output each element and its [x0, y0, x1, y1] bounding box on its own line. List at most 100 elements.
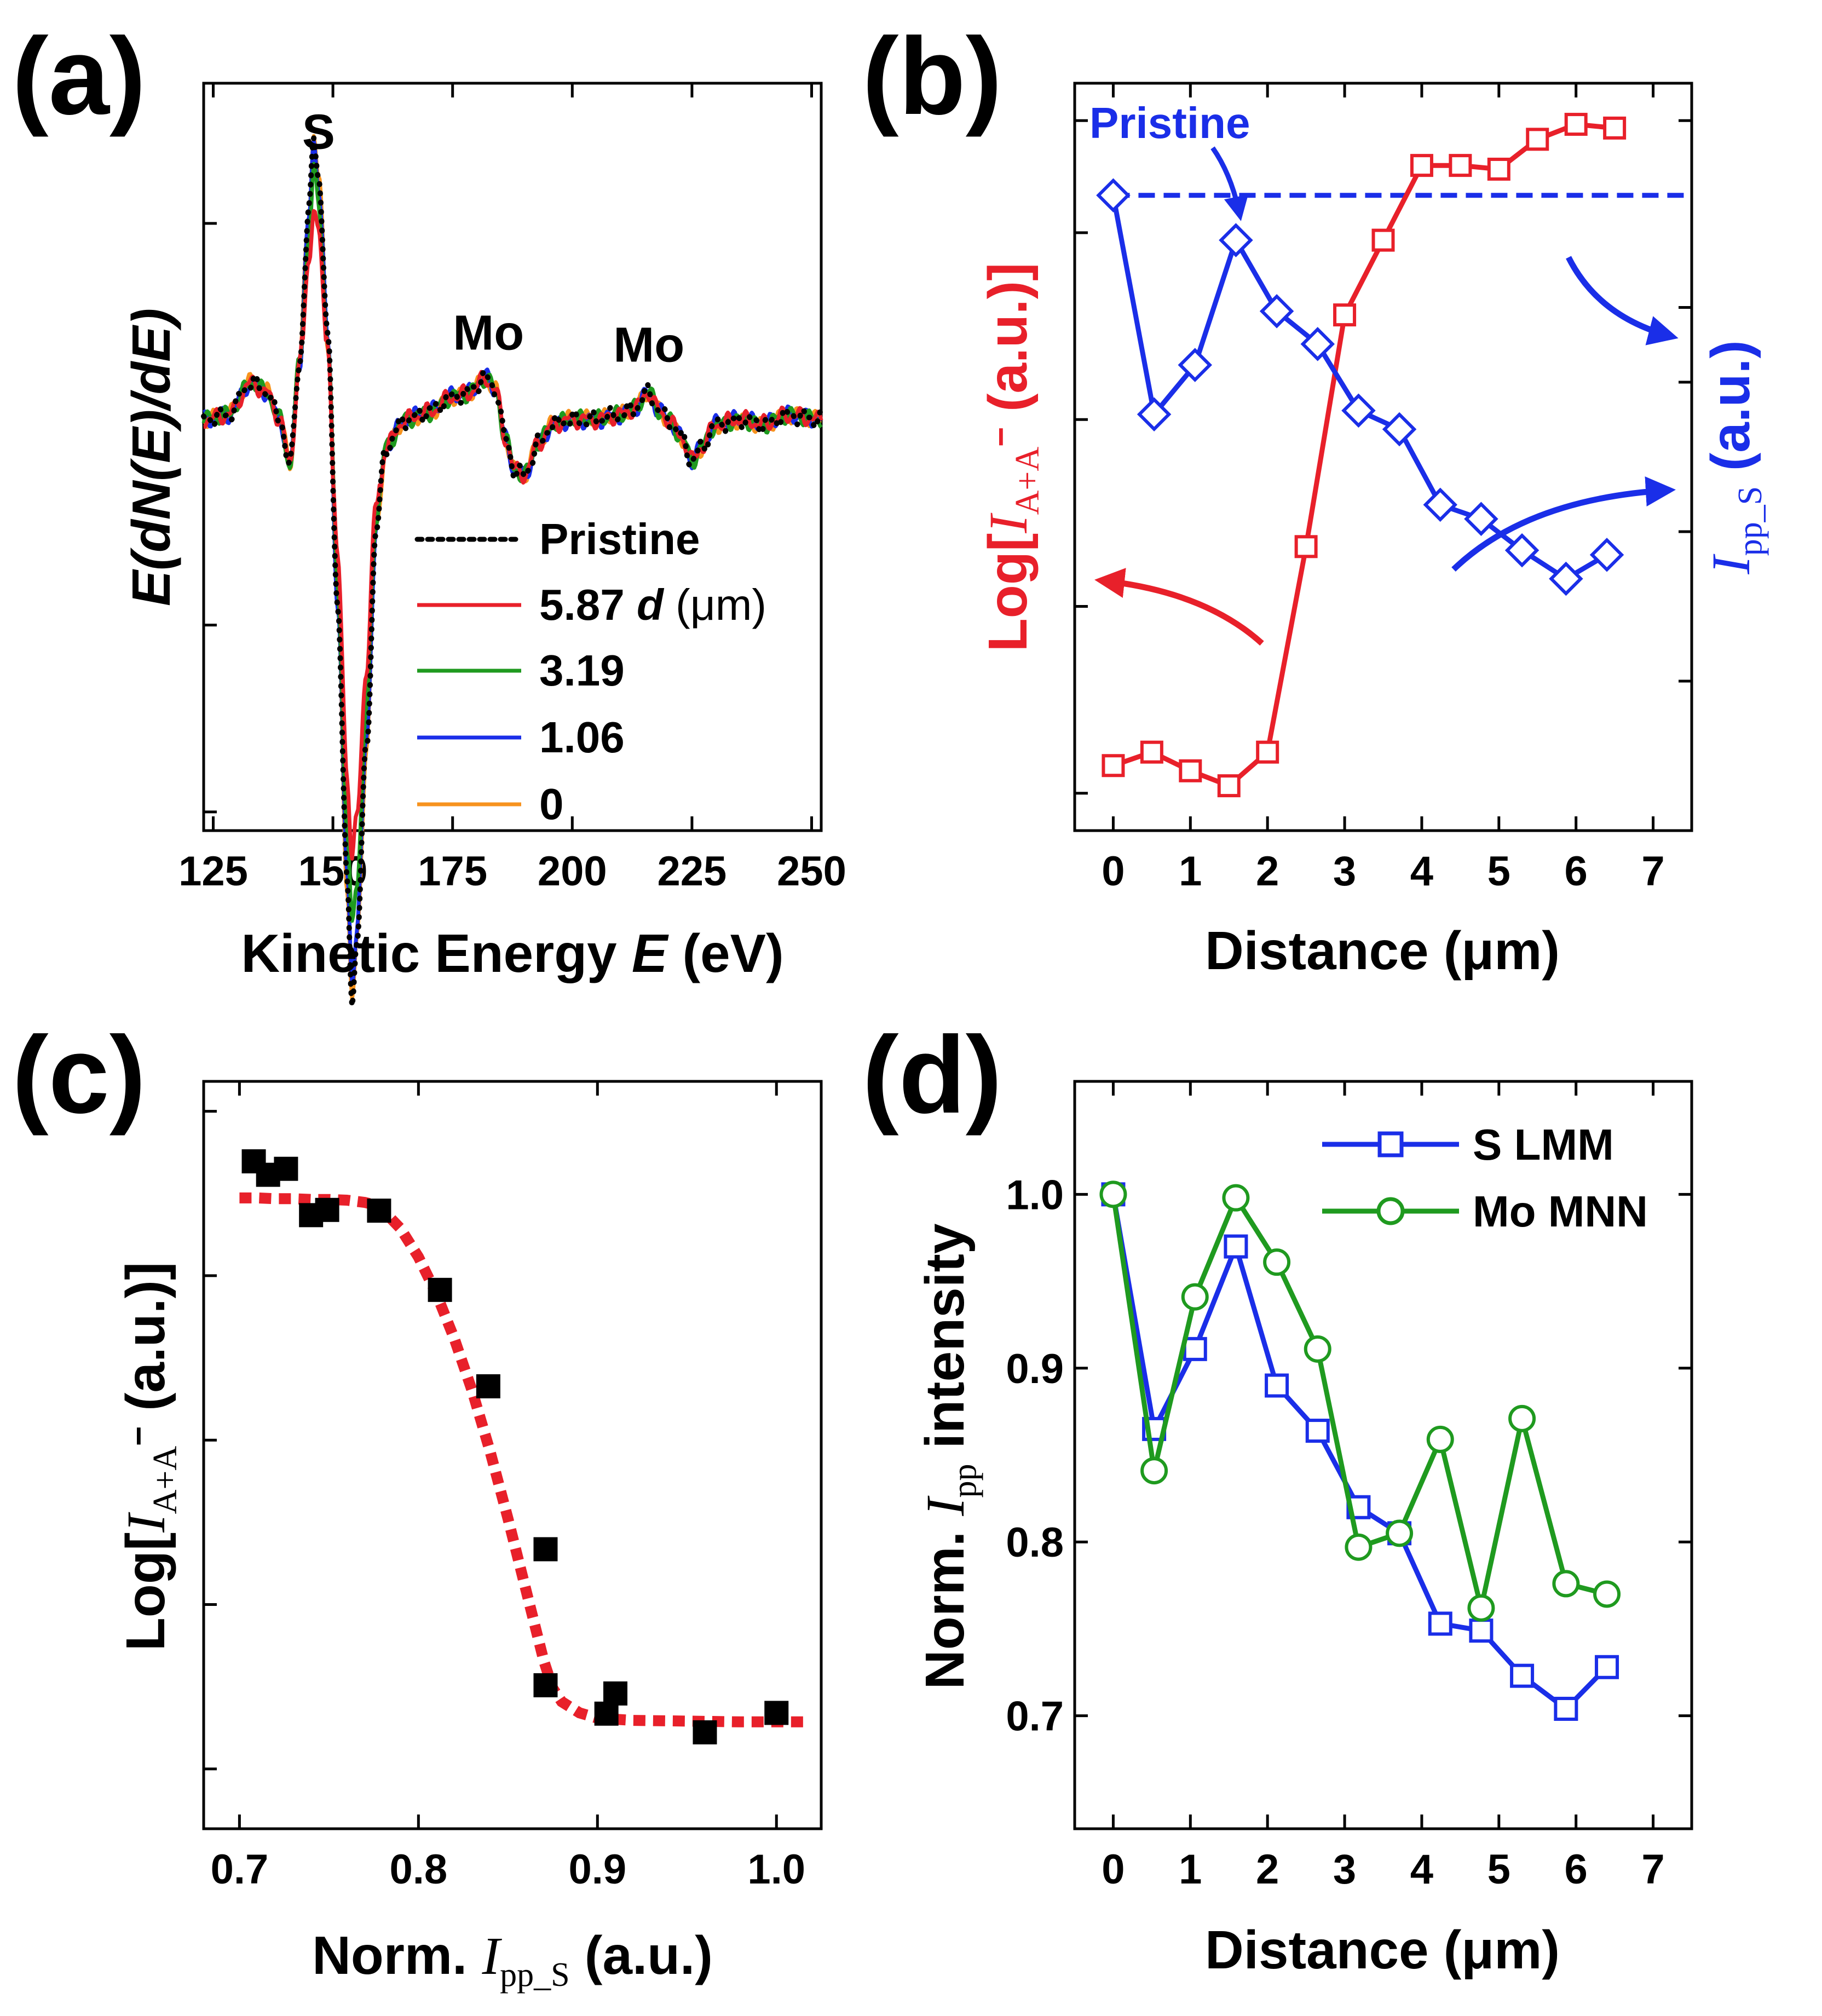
legend-label-pristine: Pristine — [539, 515, 700, 563]
data-point-s-lmm — [1554, 1696, 1578, 1721]
data-point-mo-mnn — [1263, 1248, 1291, 1276]
series-0 — [201, 134, 822, 1001]
data-point-ipp-s — [1423, 487, 1457, 522]
panel-b-xtick-label: 7 — [1641, 848, 1664, 895]
panel-b-ylabel-left: Log[IA+A− (a.u.)] — [977, 263, 1046, 652]
panel-c-correlation: 0.7 0.8 0.9 1.0 Log[IA+A− (a.u.)] Norm. Ipp… — [115, 1080, 823, 1994]
data-point-ipp-s — [1219, 223, 1253, 257]
data-point-log-ia — [1256, 740, 1279, 764]
panel-d-xlabel: Distance (μm) — [1205, 1920, 1560, 1980]
panel-b-xlabel: Distance (μm) — [1205, 920, 1560, 981]
data-point-s-lmm — [1428, 1611, 1452, 1636]
pristine-label: Pristine — [1089, 99, 1250, 147]
data-point — [315, 1197, 339, 1222]
data-point — [603, 1681, 627, 1706]
data-point-s-lmm — [1224, 1234, 1248, 1259]
panel-a-xtick-label: 250 — [777, 848, 846, 895]
panel-c-xtick-label: 0.9 — [568, 1846, 626, 1893]
data-point-ipp-s — [1096, 178, 1131, 212]
data-point-log-ia — [1410, 154, 1433, 177]
legend-label-106: 1.06 — [539, 713, 625, 762]
legend-label-587: 5.87 d (μm) — [539, 580, 766, 629]
panel-d-ticks: 0 1 2 3 4 5 6 7 0.7 0.8 0.9 1.0 — [1006, 1081, 1692, 1893]
panel-c-xtick-label: 0.8 — [390, 1846, 448, 1893]
data-point — [764, 1701, 789, 1725]
panel-d-xtick-label: 1 — [1179, 1846, 1202, 1893]
legend-marker-mo-mnn — [1376, 1197, 1405, 1225]
panel-a-xlabel: Kinetic Energy E (eV) — [241, 923, 783, 983]
data-point-log-ia — [1294, 535, 1318, 558]
data-point-log-ia — [1526, 128, 1549, 151]
panel-c-ylabel: Log[IA+A− (a.u.)] — [115, 1262, 184, 1651]
data-point-mo-mnn — [1140, 1457, 1168, 1485]
data-point-ipp-s — [1178, 348, 1213, 382]
series-pristine — [201, 135, 824, 1009]
peak-label: Mo — [453, 306, 524, 360]
legend-marker-s-lmm — [1377, 1131, 1404, 1157]
panel-c-xlabel: Norm. Ipp_S (a.u.) — [312, 1925, 713, 1994]
panel-d-xtick-label: 7 — [1641, 1846, 1664, 1893]
data-point-s-lmm — [1510, 1663, 1535, 1688]
panel-c-fit-curve — [239, 1192, 804, 1727]
data-point-mo-mnn — [1304, 1335, 1331, 1363]
data-point-ipp-s — [1341, 393, 1376, 428]
panel-a-xtick-label: 225 — [658, 848, 727, 895]
panel-d-ylabel: Norm. Ipp intensity — [914, 1223, 983, 1689]
data-point-s-lmm — [1595, 1655, 1619, 1679]
panel-d-frame — [1073, 1080, 1693, 1830]
axis-arrow-red-left — [1094, 568, 1264, 646]
panel-label-b: (b) — [862, 15, 1002, 137]
panel-label-d: (d) — [862, 1014, 1002, 1136]
data-point-mo-mnn — [1386, 1519, 1414, 1547]
panel-d-normalized: 0 1 2 3 4 5 6 7 0.7 0.8 0.9 1.0 S LMM Mo MNN Norm. … — [914, 1080, 1693, 1980]
data-point-mo-mnn — [1099, 1180, 1127, 1208]
data-point-s-lmm — [1183, 1337, 1207, 1361]
panel-c-frame — [202, 1080, 823, 1830]
data-point-s-lmm — [1265, 1373, 1289, 1398]
panel-a-legend: Pristine 5.87 d (μm) 3.19 1.06 0 — [414, 515, 766, 828]
data-point — [533, 1537, 558, 1562]
panel-a-spectra: 125 150 175 200 225 250 SMo Mo Pristine 5.87 d… — [121, 82, 846, 1009]
panel-c-ticks: 0.7 0.8 0.9 1.0 — [204, 1081, 805, 1893]
data-point-log-ia — [1487, 157, 1510, 181]
panel-b-profile: 0 1 2 3 4 5 6 7 Pristine Log[IA+A− (a.u.)] Ipp_… — [977, 82, 1769, 981]
legend-label-mo-mnn: Mo MNN — [1473, 1187, 1648, 1236]
data-point-log-ia — [1140, 740, 1163, 764]
data-point — [693, 1720, 717, 1744]
data-point-log-ia — [1102, 754, 1125, 777]
panel-d-ytick-label: 0.8 — [1006, 1519, 1064, 1566]
data-point-s-lmm — [1469, 1618, 1494, 1643]
panel-b-xtick-label: 3 — [1333, 848, 1356, 895]
data-point — [428, 1277, 452, 1302]
panel-d-ytick-label: 0.9 — [1006, 1346, 1064, 1392]
data-point-log-ia — [1217, 774, 1241, 798]
panel-b-series — [1096, 113, 1627, 798]
data-point-log-ia — [1603, 116, 1627, 140]
fit-curve — [239, 1192, 804, 1727]
panel-d-xtick-label: 4 — [1410, 1846, 1433, 1893]
data-point-log-ia — [1333, 303, 1357, 327]
panel-b-frame — [1073, 82, 1693, 832]
legend-label-319: 3.19 — [539, 646, 625, 695]
panel-a-series — [201, 134, 824, 1009]
panel-d-xtick-label: 2 — [1256, 1846, 1279, 1893]
panel-a-ticks: 125 150 175 200 225 250 — [178, 83, 846, 895]
data-point-log-ia — [1179, 759, 1202, 782]
data-point-ipp-s — [1504, 533, 1540, 568]
data-point — [367, 1199, 391, 1223]
data-point-ipp-s — [1589, 538, 1624, 572]
data-point-mo-mnn — [1552, 1570, 1580, 1598]
panel-label-a: (a) — [12, 15, 146, 137]
panel-a-xtick-label: 125 — [178, 848, 248, 895]
data-point-ipp-s — [1549, 561, 1583, 596]
data-point-mo-mnn — [1181, 1283, 1209, 1311]
data-point-log-ia — [1371, 228, 1395, 252]
panel-c-xtick-label: 0.7 — [211, 1846, 269, 1893]
panel-d-xtick-label: 3 — [1333, 1846, 1356, 1893]
legend-label-0: 0 — [539, 780, 564, 828]
panel-d-xtick-label: 5 — [1487, 1846, 1510, 1893]
panel-b-xtick-label: 1 — [1179, 848, 1202, 895]
data-point-log-ia — [1449, 154, 1472, 177]
panel-c-data-points — [241, 1149, 789, 1744]
